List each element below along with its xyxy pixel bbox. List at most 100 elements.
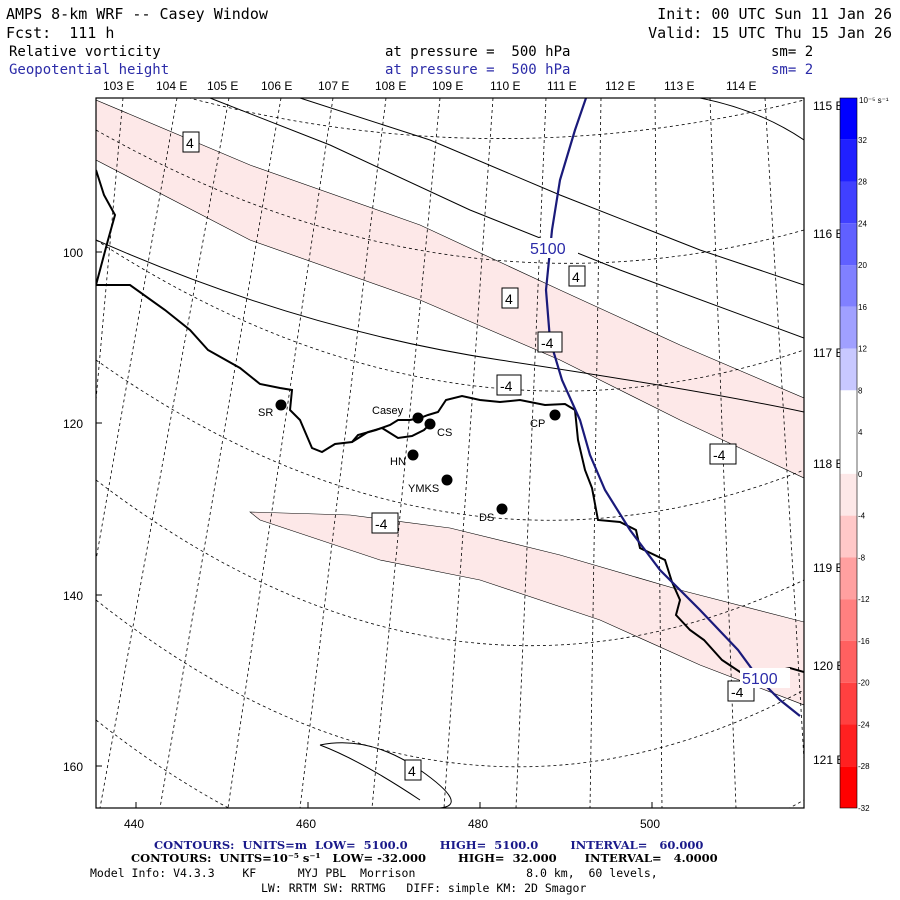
lon-label: 105 E <box>207 79 238 93</box>
colorbar-swatch <box>840 306 857 349</box>
colorbar-swatch <box>840 682 857 725</box>
svg-text:-4: -4 <box>713 447 726 463</box>
svg-text:-4: -4 <box>541 335 554 351</box>
height-label: 5100 <box>742 671 778 688</box>
y-tick: 140 <box>63 589 83 603</box>
svg-text:4: 4 <box>186 135 194 151</box>
footer-vorticity-contours: CONTOURS: UNITS=10⁻⁵ s⁻¹ LOW= -32.000 HI… <box>131 851 718 865</box>
footer-height-contours: CONTOURS: UNITS=m LOW= 5100.0 HIGH= 5100… <box>154 838 704 852</box>
longitude-labels: 103 E 104 E 105 E 106 E 107 E 108 E 109 … <box>103 79 756 93</box>
colorbar-swatch <box>840 139 857 182</box>
station-hn: HN <box>390 449 419 468</box>
colorbar-unit: 10⁻⁵ s⁻¹ <box>859 96 889 105</box>
colorbar-tick: 4 <box>858 428 863 437</box>
vorticity-shading <box>96 99 804 706</box>
colorbar-swatch <box>840 265 857 307</box>
station-cs: CS <box>424 418 452 439</box>
lon-label: 103 E <box>103 79 134 93</box>
svg-text:4: 4 <box>505 291 513 307</box>
svg-text:CP: CP <box>530 418 545 430</box>
map-title: AMPS 8-km WRF -- Casey Window <box>6 5 268 23</box>
colorbar-swatch <box>840 390 857 433</box>
footer-physics: LW: RRTM SW: RRTMG DIFF: simple KM: 2D S… <box>261 881 587 895</box>
colorbar-tick: -28 <box>858 762 870 771</box>
colorbar-tick: -16 <box>858 637 870 646</box>
contour-label-box: 4 <box>182 131 200 153</box>
colorbar-tick: 8 <box>858 386 863 395</box>
y-tick: 100 <box>63 246 83 260</box>
colorbar-tick: -20 <box>858 679 870 688</box>
lon-label: 114 E <box>726 79 756 93</box>
lon-label: 104 E <box>156 79 187 93</box>
colorbar-swatch <box>840 515 857 558</box>
lon-label: 107 E <box>318 79 349 93</box>
coastline <box>96 169 804 673</box>
station-cp: CP <box>530 409 561 430</box>
lon-label: 113 E <box>664 79 694 93</box>
contour-label-box: 4 <box>568 265 586 287</box>
svg-text:-4: -4 <box>500 378 513 394</box>
field2-smooth: sm= 2 <box>771 62 814 78</box>
height-contour-labels: 5100 5100 <box>528 238 790 688</box>
contour-label-box: 4 <box>501 287 519 309</box>
lat-label: 121 E <box>813 753 844 767</box>
lon-label: 106 E <box>261 79 292 93</box>
x-tick: 500 <box>640 817 660 831</box>
colorbar-tick: -8 <box>858 553 866 562</box>
contour-label-box: -4 <box>537 331 563 353</box>
colorbar-swatch <box>840 557 857 600</box>
stations: SR Casey CS HN YMKS DS CP <box>258 399 561 524</box>
colorbar-swatch <box>840 766 857 808</box>
colorbar-swatch <box>840 348 857 391</box>
station-ds: DS <box>479 503 508 524</box>
colorbar-swatch <box>840 599 857 641</box>
lat-label: 120 E <box>813 659 844 673</box>
svg-text:-4: -4 <box>375 516 388 532</box>
x-tick: 440 <box>124 817 144 831</box>
colorbar-frame <box>839 97 858 809</box>
svg-text:SR: SR <box>258 407 273 419</box>
height-label: 5100 <box>530 241 566 258</box>
lat-label: 116 E <box>813 227 843 241</box>
lon-label: 110 E <box>490 79 520 93</box>
forecast-hour: Fcst: 111 h <box>6 24 115 42</box>
svg-text:HN: HN <box>390 456 406 468</box>
colorbar-tick: -24 <box>858 720 870 729</box>
field1-name: Relative vorticity <box>9 44 161 60</box>
contour-label-box: -4 <box>496 374 522 396</box>
colorbar-tick: 32 <box>858 136 867 145</box>
lat-label: 118 E <box>813 457 843 471</box>
x-tick: 460 <box>296 817 316 831</box>
footer-model-info: Model Info: V4.3.3 KF MYJ PBL Morrison 8… <box>90 866 658 880</box>
station-ymks: YMKS <box>408 474 453 495</box>
colorbar-tick: -12 <box>858 595 870 604</box>
colorbar-tick: -4 <box>858 512 866 521</box>
colorbar-tick: 0 <box>858 470 863 479</box>
lat-label: 117 E <box>813 346 843 360</box>
contour-label-box: 4 <box>404 759 422 781</box>
colorbar-tick: 24 <box>858 219 867 228</box>
colorbar-swatch <box>840 432 857 474</box>
frame <box>95 97 805 809</box>
valid-time: Valid: 15 UTC Thu 15 Jan 26 <box>648 24 892 42</box>
colorbar-swatch <box>840 473 857 516</box>
svg-text:Casey: Casey <box>372 405 404 417</box>
lon-label: 108 E <box>375 79 406 93</box>
svg-text:YMKS: YMKS <box>408 483 439 495</box>
colorbar-tick: -32 <box>858 804 870 813</box>
svg-text:10⁻⁵ s⁻¹: 10⁻⁵ s⁻¹ <box>859 96 889 105</box>
colorbar-swatch <box>840 98 857 140</box>
colorbar-swatch <box>840 724 857 767</box>
y-tick-labels: 100 120 140 160 <box>63 246 83 774</box>
x-tick-labels: 440 460 480 500 <box>124 817 660 831</box>
lat-label: 115 E <box>813 99 843 113</box>
field2-name: Geopotential height <box>9 62 170 78</box>
colorbar-swatch <box>840 640 857 683</box>
lon-label: 111 E <box>547 79 577 93</box>
height-5100-contour <box>544 98 801 717</box>
colorbar-swatch <box>840 223 857 266</box>
colorbar-swatch <box>840 181 857 224</box>
colorbar-tick: 20 <box>858 261 867 270</box>
colorbar-tick: 28 <box>858 178 867 187</box>
